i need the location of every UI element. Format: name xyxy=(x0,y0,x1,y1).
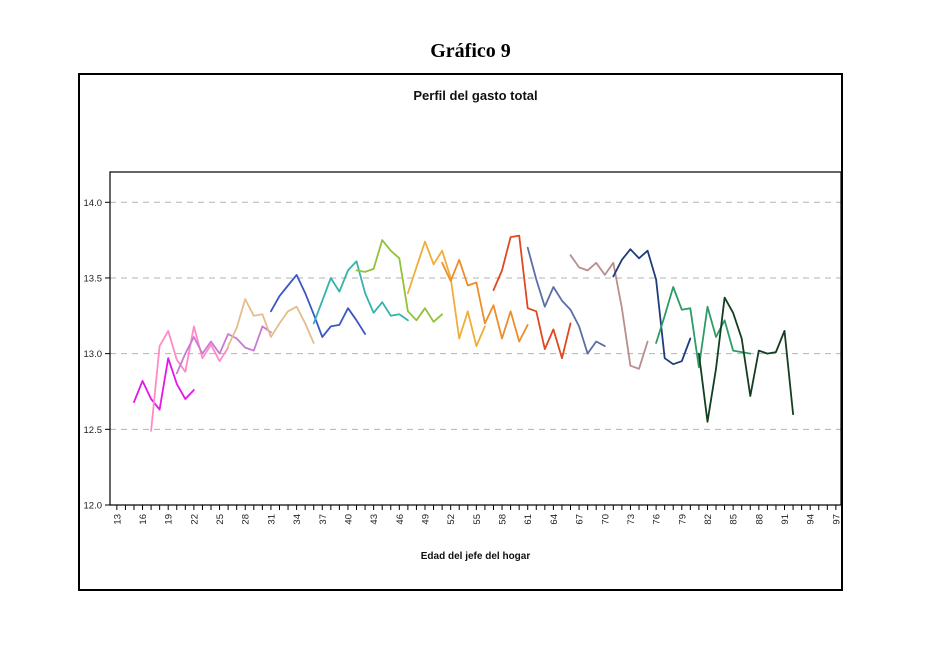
x-axis-title: Edad del jefe del hogar xyxy=(420,551,531,562)
y-tick-label: 12.5 xyxy=(84,425,103,436)
x-tick-label: 16 xyxy=(138,514,149,525)
x-tick-label: 49 xyxy=(420,514,431,525)
cohorte-inicio-26 xyxy=(227,298,315,348)
y-tick-label: 14.0 xyxy=(84,198,103,209)
cohorte-inicio-57 xyxy=(492,234,572,360)
cohorte-inicio-17 xyxy=(150,325,230,432)
x-axis: 13 16 19 22 25 28 31 34 37 40 43 46 49 52 55 58 61 64 67 70… xyxy=(112,505,842,525)
series-group xyxy=(133,234,794,432)
x-tick-label: 19 xyxy=(164,514,175,525)
cohorte-inicio-71 xyxy=(612,248,692,366)
page-title: Gráfico 9 xyxy=(430,40,511,62)
plot-frame xyxy=(109,171,842,506)
x-tick-label: 46 xyxy=(395,514,406,525)
x-tick-label: 88 xyxy=(754,514,765,525)
x-tick-label: 82 xyxy=(703,514,714,525)
chart-subtitle: Perfil del gasto total xyxy=(413,88,538,103)
x-tick-label: 94 xyxy=(806,514,817,525)
cohorte-inicio-31 xyxy=(269,273,367,338)
y-tick-label: 13.5 xyxy=(84,273,103,284)
x-tick-label: 34 xyxy=(292,514,303,525)
cohorte-inicio-15 xyxy=(133,357,195,411)
x-tick-label: 85 xyxy=(729,514,740,525)
x-tick-label: 58 xyxy=(498,514,509,525)
cohorte-inicio-51 xyxy=(441,258,529,343)
y-tick-label: 12.0 xyxy=(84,501,103,512)
x-tick-label: 25 xyxy=(215,514,226,525)
x-tick-label: 28 xyxy=(241,514,252,525)
x-tick-label: 31 xyxy=(266,514,277,525)
x-tick-label: 79 xyxy=(677,514,688,525)
y-gridlines xyxy=(110,201,841,430)
cohorte-inicio-81 xyxy=(698,296,794,423)
x-tick-label: 55 xyxy=(472,514,483,525)
x-tick-label: 43 xyxy=(369,514,380,525)
x-tick-label: 61 xyxy=(523,514,534,525)
x-tick-label: 37 xyxy=(318,514,329,525)
x-tick-label: 67 xyxy=(575,514,586,525)
cohorte-inicio-47 xyxy=(406,240,486,348)
x-tick-label: 13 xyxy=(112,514,123,525)
x-tick-label: 97 xyxy=(831,514,842,525)
x-tick-label: 73 xyxy=(626,514,637,525)
cohorte-inicio-20 xyxy=(175,325,272,375)
cohorte-inicio-41 xyxy=(355,239,444,323)
x-tick-label: 76 xyxy=(652,514,663,525)
cohorte-inicio-66 xyxy=(569,254,649,370)
cohorte-inicio-76 xyxy=(655,286,752,369)
y-tick-label: 13.0 xyxy=(84,349,103,360)
x-tick-label: 40 xyxy=(343,514,354,525)
cohorte-inicio-36 xyxy=(312,260,409,325)
y-axis: 12.0 12.5 13.0 13.5 14.0 xyxy=(84,198,110,512)
x-tick-label: 52 xyxy=(446,514,457,525)
x-tick-label: 64 xyxy=(549,514,560,525)
x-tick-label: 91 xyxy=(780,514,791,525)
x-tick-label: 70 xyxy=(600,514,611,525)
x-tick-label: 22 xyxy=(189,514,200,525)
cohorte-inicio-61 xyxy=(526,246,606,355)
